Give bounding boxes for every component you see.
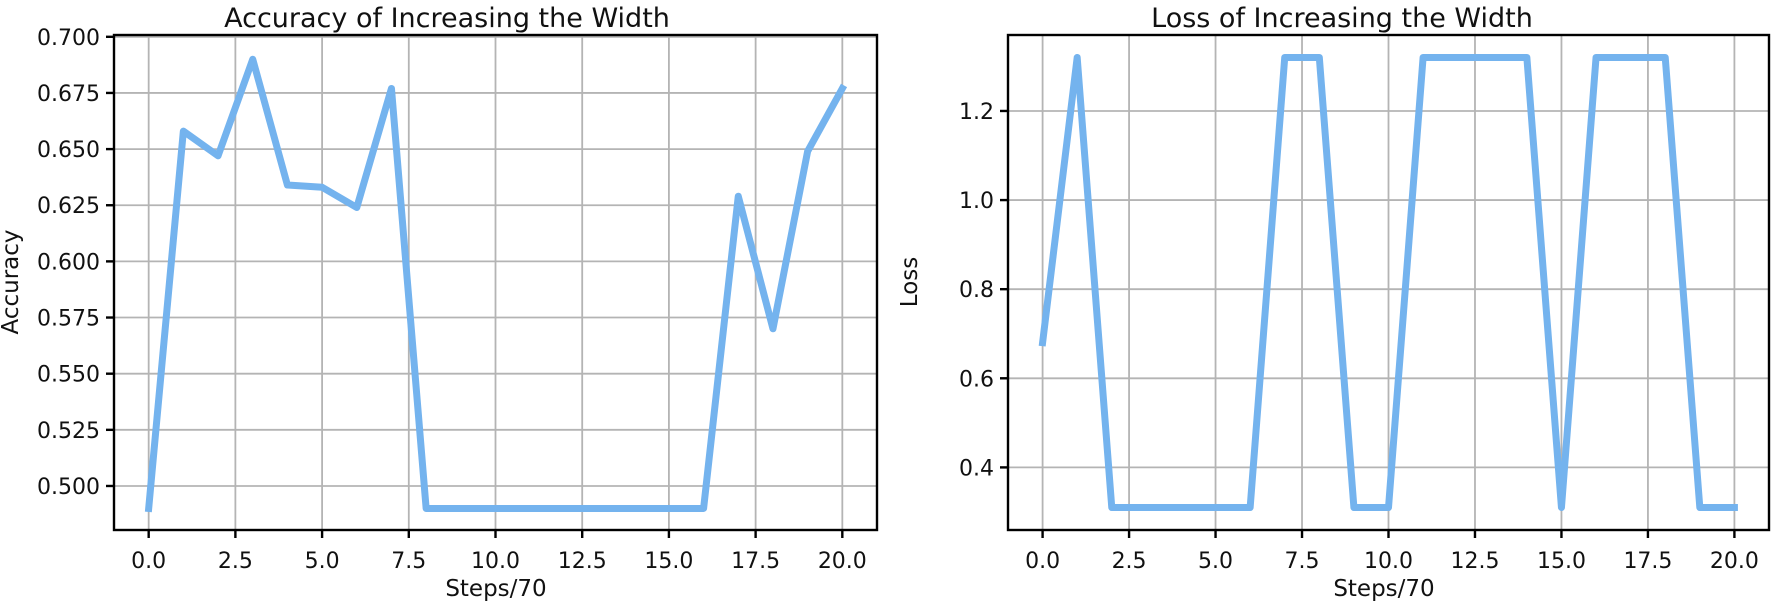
accuracy-x-axis-label: Steps/70: [445, 576, 546, 602]
x-tick-label: 10.0: [471, 549, 520, 574]
x-tick-label: 20.0: [818, 549, 867, 574]
loss-x-axis-label: Steps/70: [1333, 576, 1434, 602]
accuracy-y-axis-label: Accuracy: [0, 229, 24, 334]
x-tick-label: 17.5: [731, 549, 780, 574]
x-tick-label: 2.5: [218, 549, 253, 574]
x-tick-label: 12.5: [558, 549, 607, 574]
y-tick-label: 0.650: [37, 138, 100, 163]
y-tick-label: 0.4: [959, 456, 994, 481]
x-tick-label: 5.0: [305, 549, 340, 574]
y-tick-label: 0.575: [37, 307, 100, 332]
x-tick-label: 7.5: [391, 549, 426, 574]
data-line: [1038, 54, 1738, 511]
x-tick-label: 20.0: [1710, 549, 1759, 574]
x-tick-label: 15.0: [1537, 549, 1586, 574]
y-tick-label: 0.625: [37, 194, 100, 219]
y-tick-label: 1.2: [959, 100, 994, 125]
x-tick-label: 5.0: [1198, 549, 1233, 574]
x-tick-label: 0.0: [131, 549, 166, 574]
loss-chart-canvas: 0.0 2.5 5.0 7.5 10.0 12.5 15.0 17.5 20.0 0.4 0.6 0.…: [897, 3, 1771, 602]
x-tick-label: 10.0: [1364, 549, 1413, 574]
x-tick-label: 2.5: [1112, 549, 1147, 574]
accuracy-chart-title: Accuracy of Increasing the Width: [224, 3, 670, 34]
loss-plot-area: 0.0 2.5 5.0 7.5 10.0 12.5 15.0 17.5 20.0 0.4 0.6 0.…: [959, 33, 1771, 574]
y-tick-label: 0.675: [37, 82, 100, 107]
x-tick-label: 17.5: [1623, 549, 1672, 574]
x-tick-label: 7.5: [1285, 549, 1320, 574]
data-line: [144, 55, 848, 513]
accuracy-chart-canvas: 0.0 2.5 5.0 7.5 10.0 12.5 15.0 17.5 20.0 0.500 0.5…: [0, 3, 879, 602]
x-tick-label: 0.0: [1025, 549, 1060, 574]
y-tick-label: 0.550: [37, 363, 100, 388]
y-tick-label: 0.500: [37, 475, 100, 500]
y-tick-label: 0.525: [37, 419, 100, 444]
loss-chart-title: Loss of Increasing the Width: [1151, 3, 1533, 34]
y-tick-label: 0.8: [959, 278, 994, 303]
y-tick-label: 0.600: [37, 250, 100, 275]
y-tick-label: 0.6: [959, 367, 994, 392]
y-tick-label: 0.700: [37, 26, 100, 51]
y-tick-label: 1.0: [959, 189, 994, 214]
loss-y-axis-label: Loss: [897, 257, 923, 307]
x-tick-label: 12.5: [1450, 549, 1499, 574]
loss-chart: 0.0 2.5 5.0 7.5 10.0 12.5 15.0 17.5 20.0 0.4 0.6 0.…: [887, 0, 1774, 606]
accuracy-plot-area: 0.0 2.5 5.0 7.5 10.0 12.5 15.0 17.5 20.0 0.500 0.5…: [37, 26, 879, 574]
accuracy-chart: 0.0 2.5 5.0 7.5 10.0 12.5 15.0 17.5 20.0 0.500 0.5…: [0, 3, 879, 602]
x-tick-label: 15.0: [644, 549, 693, 574]
